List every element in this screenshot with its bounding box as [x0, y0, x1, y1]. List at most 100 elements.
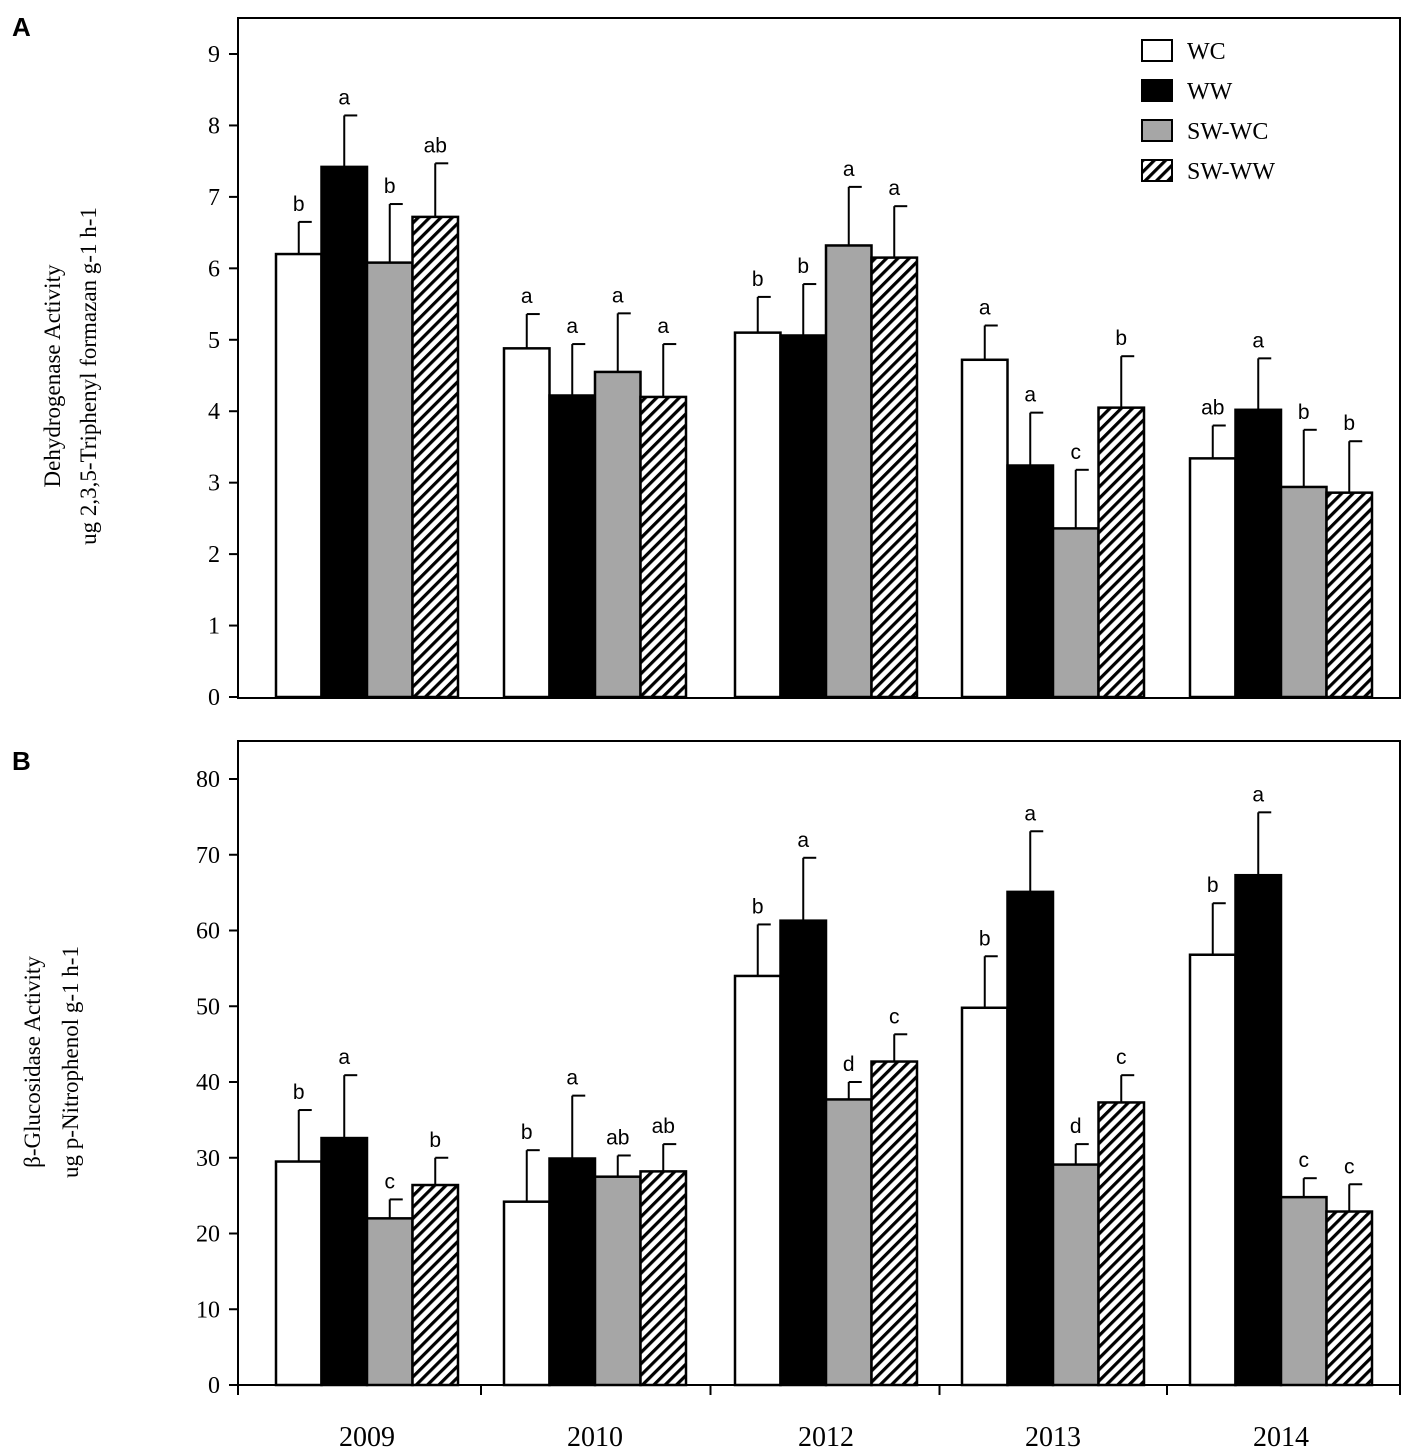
- panel-b-2012-wc-bar: [733, 974, 782, 1387]
- legend-swatch-wc: [1141, 39, 1173, 62]
- panel-b-2010-ww-sig-label: a: [566, 1067, 578, 1090]
- panel-b-2009-sw-wc-sig-label: c: [385, 1170, 396, 1193]
- panel-a-ytick-label-2: 2: [208, 542, 220, 568]
- panel-a-2014-sw-wc-sig-label: b: [1298, 401, 1310, 424]
- panel-b-2009-wc-sig-label: b: [293, 1081, 305, 1104]
- panel-a-2012-ww-bar: [779, 334, 828, 699]
- panel-a-2014-ww-sig-label: a: [1252, 329, 1264, 352]
- panel-b-ytick-label-40: 40: [196, 1070, 220, 1096]
- legend-label-ww: WW: [1187, 79, 1233, 105]
- panel-a-ytick-label-0: 0: [208, 685, 220, 711]
- panel-b-2009-sw-ww-sig-label: b: [429, 1129, 441, 1152]
- panel-b-y-axis: 0 10 20 30 40 50 60 70 80: [196, 767, 238, 1399]
- panel-b-2010-wc-bar: [502, 1200, 551, 1387]
- panel-b-ytick-label-70: 70: [196, 843, 220, 869]
- legend-label-sw-ww: SW-WW: [1187, 159, 1275, 185]
- panel-b-2012-sw-wc-bar: [824, 1098, 873, 1387]
- legend-swatch-sw-wc: [1141, 119, 1173, 142]
- panel-a-2012-sw-ww-bar: [870, 256, 919, 699]
- panel-a: A Dehydrogenase Activity ug 2,3,5-Triphe…: [12, 12, 1401, 711]
- panel-a-ytick-label-8: 8: [208, 113, 220, 139]
- panel-b-2013-sw-ww-bar: [1097, 1101, 1146, 1387]
- panel-b-2012-sw-wc-sig-label: d: [843, 1053, 855, 1076]
- panel-b-ytick-label-30: 30: [196, 1146, 220, 1172]
- panel-b-2013-sw-wc-bar: [1051, 1163, 1100, 1387]
- panel-b-2013-sw-wc-sig-label: d: [1070, 1115, 1082, 1138]
- panel-a-2014-wc-sig-label: ab: [1201, 397, 1224, 420]
- panel-a-2013-sw-wc-sig-label: c: [1071, 441, 1082, 464]
- x-category-label-2014: 2014: [1253, 1422, 1309, 1453]
- panel-b-2013-ww-bar: [1006, 890, 1055, 1387]
- panel-a-ytick-label-5: 5: [208, 328, 220, 354]
- panel-b-2010-ww-bar: [548, 1157, 597, 1387]
- panel-a-2009-sw-wc-sig-label: b: [384, 175, 396, 198]
- panel-a-2009-sw-ww-sig-label: ab: [424, 134, 447, 157]
- panel-a-2010-sw-ww-sig-label: a: [657, 315, 669, 338]
- panel-a-2012-wc-sig-label: b: [752, 268, 764, 291]
- panel-a-2010-sw-wc-sig-label: a: [612, 284, 624, 307]
- panel-b-bars: b b b b b a a a a a c ab d d c b ab c c c: [274, 783, 1374, 1387]
- x-category-label-2012: 2012: [798, 1422, 854, 1453]
- panel-b-2014-sw-ww-sig-label: c: [1344, 1155, 1355, 1178]
- legend-label-wc: WC: [1187, 39, 1226, 65]
- panel-b-ylabel-line1: β-Glucosidase Activity: [20, 956, 45, 1168]
- panel-b-ytick-label-20: 20: [196, 1222, 220, 1248]
- panel-b-2012-sw-ww-sig-label: c: [889, 1005, 900, 1028]
- panel-b-2013-sw-ww-sig-label: c: [1116, 1046, 1127, 1069]
- panel-a-2010-ww-sig-label: a: [566, 315, 578, 338]
- x-category-label-2010: 2010: [567, 1422, 623, 1453]
- panel-a-ylabel-line2: ug 2,3,5-Triphenyl formazan g-1 h-1: [76, 207, 101, 545]
- panel-b-2012-sw-ww-bar: [870, 1060, 919, 1387]
- panel-a-2012-wc-bar: [733, 331, 782, 699]
- panel-a-2010-sw-ww-bar: [639, 395, 688, 699]
- panel-b-ylabel-line2: ug p-Nitrophenol g-1 h-1: [58, 946, 83, 1178]
- panel-a-2014-ww-bar: [1234, 408, 1283, 699]
- panel-b-2013-wc-sig-label: b: [979, 927, 991, 950]
- panel-b-2012-wc-sig-label: b: [752, 895, 764, 918]
- panel-b-2012-ww-sig-label: a: [797, 829, 809, 852]
- panel-b: B β-Glucosidase Activity ug p-Nitropheno…: [12, 740, 1401, 1453]
- panel-b-x-axis: 2009 2010 2012 2013 2014: [237, 1385, 1401, 1453]
- panel-a-2010-wc-sig-label: a: [521, 285, 533, 308]
- panel-a-ytick-label-9: 9: [208, 42, 220, 68]
- panel-b-2009-ww-bar: [320, 1136, 369, 1387]
- legend: WC WW SW-WC SW-WW: [1141, 39, 1275, 185]
- x-category-label-2013: 2013: [1025, 1422, 1081, 1453]
- panel-a-2014-wc-bar: [1188, 457, 1237, 699]
- panel-b-label: B: [12, 746, 31, 776]
- panel-a-2010-ww-bar: [548, 394, 597, 699]
- panel-a-2009-wc-sig-label: b: [293, 193, 305, 216]
- panel-b-2009-wc-bar: [274, 1160, 323, 1387]
- panel-a-ylabel-line1: Dehydrogenase Activity: [40, 264, 65, 487]
- panel-b-2010-sw-ww-bar: [639, 1170, 688, 1387]
- panel-a-2013-sw-wc-bar: [1051, 527, 1100, 699]
- panel-a-2013-wc-sig-label: a: [979, 296, 991, 319]
- panel-b-2014-sw-wc-sig-label: c: [1299, 1149, 1310, 1172]
- panel-a-2010-wc-bar: [502, 347, 551, 699]
- panel-b-2014-sw-ww-bar: [1325, 1210, 1374, 1387]
- legend-swatch-ww: [1141, 79, 1173, 102]
- panel-a-2013-ww-bar: [1006, 464, 1055, 699]
- panel-a-ytick-label-3: 3: [208, 471, 220, 497]
- panel-a-label: A: [12, 12, 31, 42]
- panel-a-2012-sw-ww-sig-label: a: [888, 177, 900, 200]
- panel-b-2013-wc-bar: [960, 1006, 1009, 1387]
- panel-a-ytick-label-4: 4: [208, 399, 220, 425]
- panel-b-2014-wc-sig-label: b: [1207, 874, 1219, 897]
- panel-b-ytick-label-50: 50: [196, 994, 220, 1020]
- panel-a-2010-sw-wc-bar: [593, 370, 642, 699]
- panel-a-2012-ww-sig-label: b: [797, 255, 809, 278]
- panel-b-2010-sw-wc-bar: [593, 1175, 642, 1387]
- panel-a-2013-wc-bar: [960, 358, 1009, 699]
- panel-a-ytick-label-7: 7: [208, 185, 220, 211]
- panel-b-2010-sw-ww-sig-label: ab: [652, 1115, 675, 1138]
- panel-b-2010-sw-wc-sig-label: ab: [606, 1126, 629, 1149]
- panel-a-2009-sw-ww-bar: [411, 215, 460, 699]
- panel-b-2009-sw-ww-bar: [411, 1183, 460, 1387]
- panel-a-ytick-label-1: 1: [208, 614, 220, 640]
- panel-b-2013-ww-sig-label: a: [1024, 802, 1036, 825]
- panel-a-2009-wc-bar: [274, 252, 323, 699]
- panel-a-ytick-label-6: 6: [208, 256, 220, 282]
